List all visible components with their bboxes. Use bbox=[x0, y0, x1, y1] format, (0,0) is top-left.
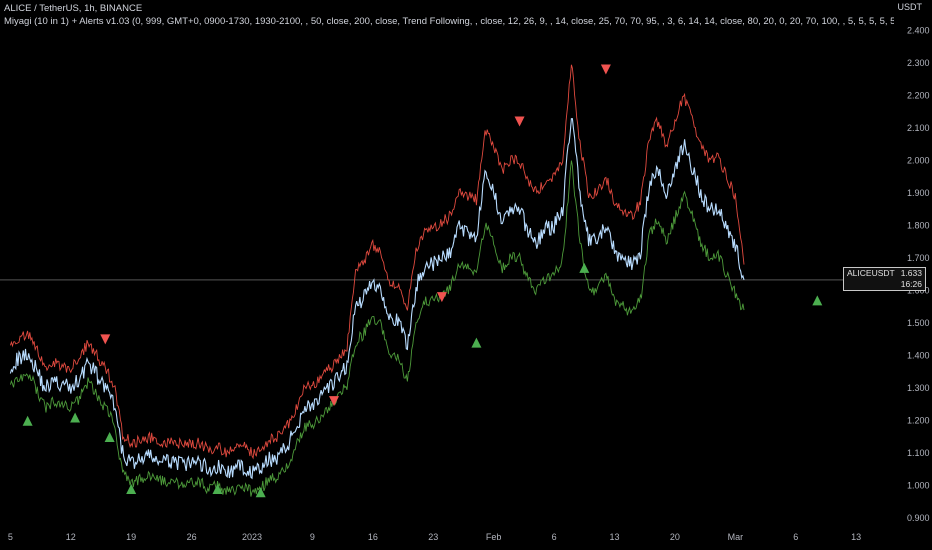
y-tick-label: 2.400 bbox=[907, 26, 930, 36]
x-tick-label: Feb bbox=[486, 532, 502, 542]
x-tick-label: 13 bbox=[609, 532, 619, 542]
y-tick-label: 1.800 bbox=[907, 221, 930, 231]
y-tick-label: 1.900 bbox=[907, 188, 930, 198]
y-tick-label: 2.000 bbox=[907, 156, 930, 166]
x-tick-label: 2023 bbox=[242, 532, 262, 542]
x-tick-label: 5 bbox=[8, 532, 13, 542]
x-tick-label: 16 bbox=[368, 532, 378, 542]
symbol-title: ALICE / TetherUS, 1h, BINANCE bbox=[4, 3, 143, 14]
sell-signal-marker bbox=[514, 116, 525, 127]
x-tick-label: 13 bbox=[851, 532, 861, 542]
y-tick-label: 1.300 bbox=[907, 383, 930, 393]
y-tick-label: 2.300 bbox=[907, 58, 930, 68]
buy-signal-marker bbox=[579, 262, 590, 273]
x-tick-label: 23 bbox=[428, 532, 438, 542]
close-price-line bbox=[9, 118, 745, 480]
price-tag-symbol: ALICEUSDT bbox=[847, 268, 895, 278]
x-tick-label: Mar bbox=[728, 532, 744, 542]
chart-header: ALICE / TetherUS, 1h, BINANCE Miyagi (10… bbox=[4, 2, 894, 28]
y-tick-label: 1.000 bbox=[907, 481, 930, 491]
buy-signal-marker bbox=[212, 483, 223, 494]
buy-signal-marker bbox=[126, 483, 137, 494]
y-tick-label: 1.100 bbox=[907, 448, 930, 458]
x-tick-label: 12 bbox=[66, 532, 76, 542]
buy-signal-marker bbox=[255, 487, 266, 498]
price-tag-countdown: 16:26 bbox=[900, 279, 922, 289]
y-tick-label: 0.900 bbox=[907, 513, 930, 523]
sell-signal-marker bbox=[329, 396, 340, 407]
y-tick-label: 1.500 bbox=[907, 318, 930, 328]
last-price-tag: ALICEUSDT 1.633 16:26 bbox=[843, 267, 926, 291]
y-tick-label: 1.400 bbox=[907, 351, 930, 361]
y-tick-label: 2.100 bbox=[907, 123, 930, 133]
x-tick-label: 26 bbox=[187, 532, 197, 542]
buy-signal-marker bbox=[471, 337, 482, 348]
y-tick-label: 1.200 bbox=[907, 416, 930, 426]
indicator-legend[interactable]: Miyagi (10 in 1) + Alerts v1.03 (0, 999,… bbox=[4, 16, 894, 27]
sell-signal-marker bbox=[100, 334, 111, 345]
upper-band-line bbox=[9, 64, 745, 460]
x-tick-label: 6 bbox=[552, 532, 557, 542]
sell-signal-marker bbox=[600, 64, 611, 75]
x-tick-label: 9 bbox=[310, 532, 315, 542]
buy-signal-marker bbox=[22, 415, 33, 426]
unit-label: USDT bbox=[897, 2, 923, 12]
buy-signal-marker bbox=[812, 295, 823, 306]
sell-signal-marker bbox=[436, 292, 447, 303]
y-tick-label: 1.700 bbox=[907, 253, 930, 263]
buy-signal-marker bbox=[104, 431, 115, 442]
x-tick-label: 19 bbox=[126, 532, 136, 542]
y-tick-label: 2.200 bbox=[907, 91, 930, 101]
lower-band-line bbox=[9, 160, 745, 497]
x-tick-label: 6 bbox=[793, 532, 798, 542]
x-tick-label: 20 bbox=[670, 532, 680, 542]
buy-signal-marker bbox=[70, 412, 81, 423]
price-tag-value: 1.633 bbox=[900, 268, 922, 278]
